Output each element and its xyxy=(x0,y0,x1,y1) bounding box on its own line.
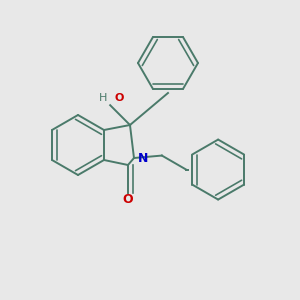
Text: O: O xyxy=(114,93,124,103)
Text: N: N xyxy=(138,152,148,164)
Text: H: H xyxy=(99,93,107,103)
Text: O: O xyxy=(123,193,133,206)
